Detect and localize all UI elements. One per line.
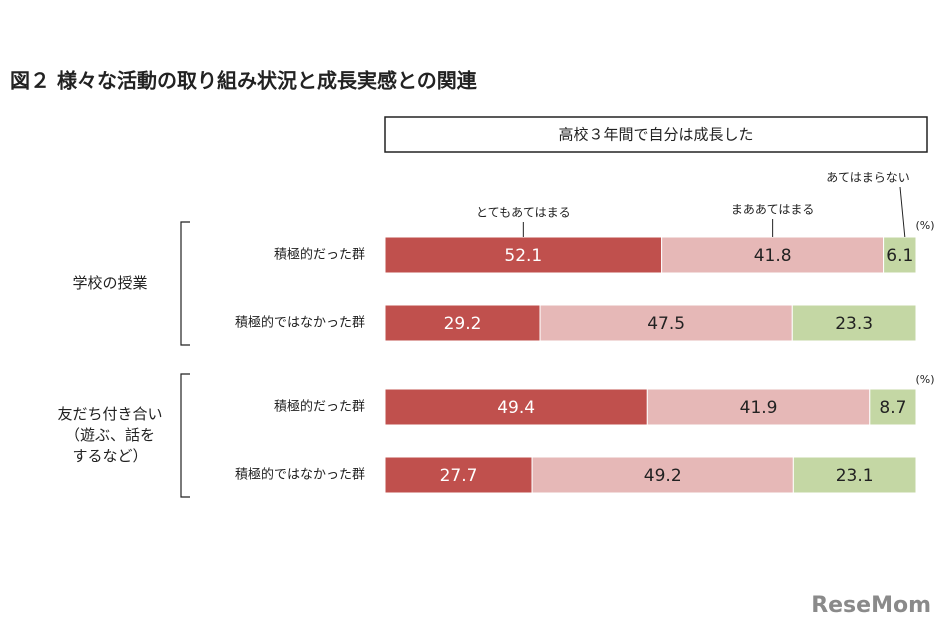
watermark: ReseMom <box>811 593 931 618</box>
group-label: するなど） <box>72 447 147 465</box>
subtitle: 高校３年間で自分は成長した <box>558 126 753 144</box>
category-label: 積極的ではなかった群 <box>235 467 365 483</box>
value-label: 6.1 <box>886 246 913 266</box>
unit-label: (%) <box>915 219 934 232</box>
bar-segment <box>883 236 917 274</box>
legend-label: とてもあてはまる <box>476 206 571 220</box>
group-bracket <box>180 221 190 346</box>
legend-label: あてはまらない <box>826 171 910 185</box>
legend-label: まああてはまる <box>731 203 815 217</box>
value-label: 23.3 <box>835 314 873 334</box>
category-label: 積極的だった群 <box>274 399 365 415</box>
value-label: 47.5 <box>647 314 685 334</box>
bar-segment <box>791 304 917 342</box>
leader-line <box>899 186 906 238</box>
chart-title: 図２ 様々な活動の取り組み状況と成長実感との関連 <box>10 69 478 93</box>
value-label: 49.4 <box>497 398 535 418</box>
bar-segment <box>531 456 794 494</box>
value-label: 49.2 <box>644 466 682 486</box>
group-label: （遊ぶ、話を <box>65 426 155 444</box>
value-label: 41.8 <box>754 246 792 266</box>
bar-segment <box>646 388 871 426</box>
value-label: 41.9 <box>740 398 778 418</box>
value-label: 27.7 <box>440 466 478 486</box>
bar-segment <box>869 388 917 426</box>
bar-segment <box>384 304 541 342</box>
bar-segment <box>792 456 917 494</box>
category-label: 積極的ではなかった群 <box>235 315 365 331</box>
group-label: 友だち付き合い <box>57 405 162 423</box>
unit-label: (%) <box>915 373 934 386</box>
bar-segment <box>384 388 648 426</box>
group-label: 学校の授業 <box>72 274 147 292</box>
value-label: 52.1 <box>504 246 542 266</box>
value-label: 29.2 <box>444 314 482 334</box>
value-label: 23.1 <box>836 466 874 486</box>
bar-segment <box>539 304 793 342</box>
group-bracket <box>180 373 190 498</box>
value-label: 8.7 <box>879 398 906 418</box>
subtitle-box <box>384 116 928 153</box>
category-label: 積極的だった群 <box>274 247 365 263</box>
